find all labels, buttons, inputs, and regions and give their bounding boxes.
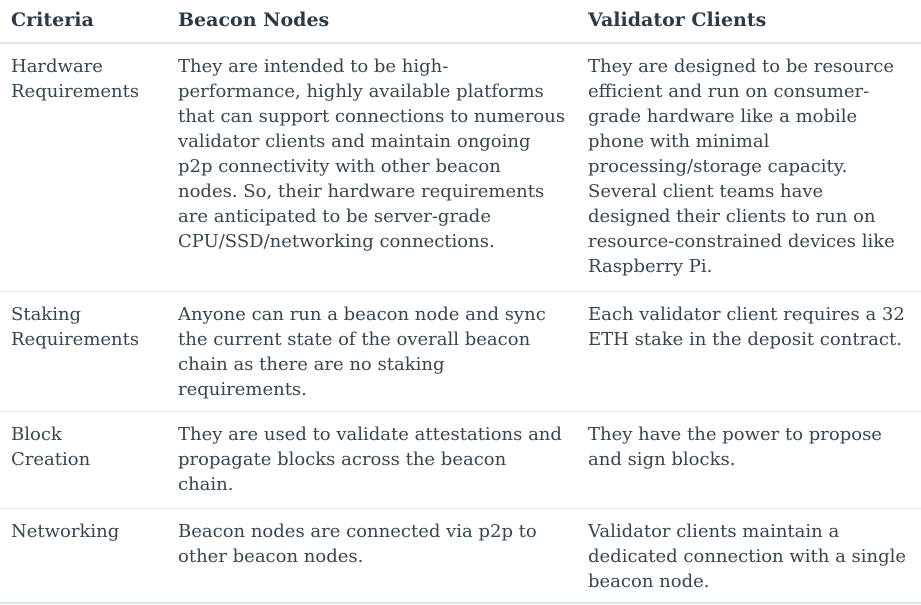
criteria-label: Networking: [0, 508, 167, 604]
criteria-label: Hardware Requirements: [0, 43, 167, 292]
table-row-staking-requirements: Staking Requirements Anyone can run a be…: [0, 291, 921, 412]
criteria-label: Staking Requirements: [0, 291, 167, 412]
beacon-nodes-cell: They are intended to be high-performance…: [167, 43, 577, 292]
table-row-block-creation: Block Creation They are used to validate…: [0, 411, 921, 509]
beacon-nodes-cell: Beacon nodes are connected via p2p to ot…: [167, 508, 577, 604]
criteria-label: Block Creation: [0, 411, 167, 509]
header-row: Criteria Beacon Nodes Validator Clients: [0, 0, 921, 44]
validator-clients-cell: Each validator client requires a 32 ETH …: [577, 291, 921, 412]
beacon-nodes-cell: They are used to validate attestations a…: [167, 411, 577, 509]
column-header-beacon-nodes: Beacon Nodes: [167, 0, 577, 44]
table-row-networking: Networking Beacon nodes are connected vi…: [0, 508, 921, 604]
column-header-criteria: Criteria: [0, 0, 167, 44]
beacon-nodes-cell: Anyone can run a beacon node and sync th…: [167, 291, 577, 412]
validator-clients-cell: They are designed to be resource efficie…: [577, 43, 921, 292]
validator-clients-cell: They have the power to propose and sign …: [577, 411, 921, 509]
table-row-hardware-requirements: Hardware Requirements They are intended …: [0, 43, 921, 292]
column-header-validator-clients: Validator Clients: [577, 0, 921, 44]
validator-clients-cell: Validator clients maintain a dedicated c…: [577, 508, 921, 604]
